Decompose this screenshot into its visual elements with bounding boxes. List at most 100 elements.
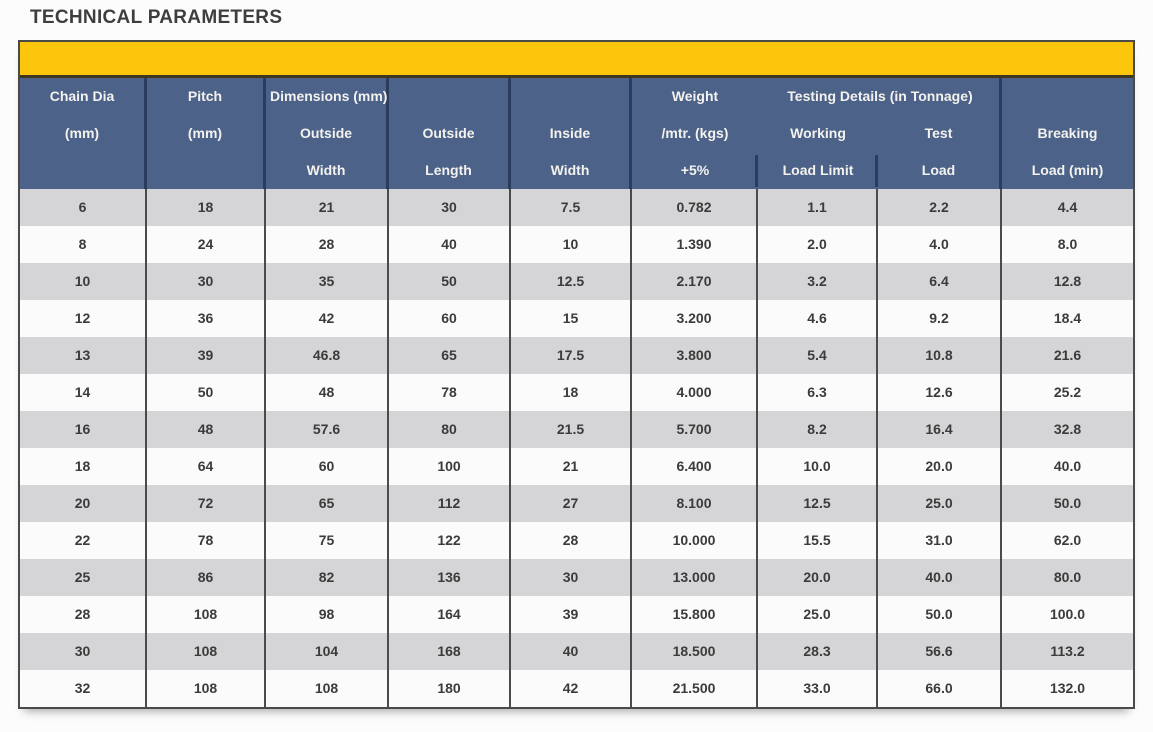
table-cell: 15.800 <box>632 596 758 633</box>
table-row: 32 108 108 180 42 21.500 33.0 66.0 132.0 <box>20 670 1133 707</box>
table-cell: 57.6 <box>266 411 389 448</box>
table-cell: 78 <box>389 374 511 411</box>
table-cell: 25.0 <box>878 485 1002 522</box>
table-cell: 15 <box>511 300 632 337</box>
header-line: +5% <box>680 162 710 178</box>
header-col-working-load-limit: Working Load Limit <box>758 78 878 189</box>
table-cell: 39 <box>147 337 266 374</box>
header-col-breaking-load: Breaking Load (min) <box>1002 78 1133 189</box>
header-col-outside-length: Outside Length <box>389 78 511 189</box>
table-cell: 21.500 <box>632 670 758 707</box>
header-col-test-load: Test Load <box>878 78 1002 189</box>
table-row: 14 50 48 78 18 4.000 6.3 12.6 25.2 <box>20 374 1133 411</box>
table-cell: 28 <box>20 596 147 633</box>
table-cell: 22 <box>20 522 147 559</box>
table-cell: 60 <box>389 300 511 337</box>
table-row: 8 24 28 40 10 1.390 2.0 4.0 8.0 <box>20 226 1133 263</box>
header-line: (mm) <box>187 125 223 141</box>
table-cell: 86 <box>147 559 266 596</box>
table-cell: 21 <box>266 189 389 226</box>
table-cell: 6.3 <box>758 374 878 411</box>
table-cell: 40.0 <box>1053 458 1082 474</box>
table-cell: 48 <box>147 411 266 448</box>
table-cell: 42 <box>266 300 389 337</box>
table-cell: 168 <box>389 633 511 670</box>
table-row: 12 36 42 60 15 3.200 4.6 9.2 18.4 <box>20 300 1133 337</box>
table-cell: 12.8 <box>1053 273 1082 289</box>
table-cell: 21.6 <box>1053 347 1082 363</box>
table-cell: 6 <box>20 189 147 226</box>
table-cell: 65 <box>266 485 389 522</box>
table-cell: 4.000 <box>632 374 758 411</box>
table-cell: 46.8 <box>266 337 389 374</box>
table-cell: 80 <box>389 411 511 448</box>
table-cell: 100 <box>389 448 511 485</box>
table-cell: 62.0 <box>1053 532 1082 548</box>
header-line: Breaking <box>1037 125 1098 141</box>
table-cell: 108 <box>147 670 266 707</box>
header-line: Inside <box>549 125 591 141</box>
header-line: Chain Dia <box>49 88 115 104</box>
table-cell: 24 <box>147 226 266 263</box>
table-cell: 21.5 <box>511 411 632 448</box>
table-cell: 35 <box>266 263 389 300</box>
table-cell: 21 <box>511 448 632 485</box>
header-col-weight: Weight /mtr. (kgs) +5% <box>632 78 758 189</box>
table-cell: 9.2 <box>878 300 1002 337</box>
table-cell: 8 <box>20 226 147 263</box>
table-row: 16 48 57.6 80 21.5 5.700 8.2 16.4 32.8 <box>20 411 1133 448</box>
table-cell: 17.5 <box>511 337 632 374</box>
header-line <box>511 78 629 115</box>
header-line: Length <box>425 162 472 178</box>
table-cell: 39 <box>511 596 632 633</box>
table-cell: 12.5 <box>758 485 878 522</box>
table-row: 22 78 75 122 28 10.000 15.5 31.0 62.0 <box>20 522 1133 559</box>
table-cell: 78 <box>147 522 266 559</box>
table-cell: 75 <box>266 522 389 559</box>
table-header: Dimensions (mm) Testing Details (in Tonn… <box>20 78 1133 189</box>
header-line: Weight <box>671 88 719 104</box>
table-cell: 2.2 <box>878 189 1002 226</box>
table-cell: 50 <box>389 263 511 300</box>
header-col-outside-width: Outside Width <box>266 78 389 189</box>
table-cell: 20 <box>20 485 147 522</box>
header-line: /mtr. (kgs) <box>661 125 729 141</box>
table-cell: 31.0 <box>878 522 1002 559</box>
table-cell: 8.100 <box>632 485 758 522</box>
table-cell: 40 <box>389 226 511 263</box>
table-cell: 2.0 <box>758 226 878 263</box>
table-cell: 12 <box>20 300 147 337</box>
table-cell: 10.000 <box>632 522 758 559</box>
header-line: Pitch <box>187 88 223 104</box>
table-cell: 32.8 <box>1053 421 1082 437</box>
table-cell: 40.0 <box>878 559 1002 596</box>
table-cell: 28 <box>266 226 389 263</box>
table-cell: 30 <box>389 189 511 226</box>
table-cell: 10.8 <box>878 337 1002 374</box>
table-cell: 180 <box>389 670 511 707</box>
table-row: 25 86 82 136 30 13.000 20.0 40.0 80.0 <box>20 559 1133 596</box>
table-row: 20 72 65 112 27 8.100 12.5 25.0 50.0 <box>20 485 1133 522</box>
table-cell: 30 <box>20 633 147 670</box>
page-title: TECHNICAL PARAMETERS <box>30 7 283 28</box>
table-cell: 3.800 <box>632 337 758 374</box>
table-cell: 164 <box>389 596 511 633</box>
table-cell: 113.2 <box>1050 643 1085 659</box>
table-cell: 27 <box>511 485 632 522</box>
table-cell: 6.4 <box>878 263 1002 300</box>
table-cell: 108 <box>147 596 266 633</box>
table-cell: 15.5 <box>758 522 878 559</box>
table-cell: 12.5 <box>511 263 632 300</box>
table-cell: 80.0 <box>1053 569 1082 585</box>
table-cell: 1.1 <box>758 189 878 226</box>
table-cell: 112 <box>389 485 511 522</box>
table-cell: 2.170 <box>632 263 758 300</box>
table-cell: 36 <box>147 300 266 337</box>
header-line <box>389 78 508 115</box>
table-cell: 10 <box>511 226 632 263</box>
table-cell: 66.0 <box>878 670 1002 707</box>
table-cell: 20.0 <box>758 559 878 596</box>
table-cell: 18 <box>20 448 147 485</box>
table-cell: 104 <box>266 633 389 670</box>
